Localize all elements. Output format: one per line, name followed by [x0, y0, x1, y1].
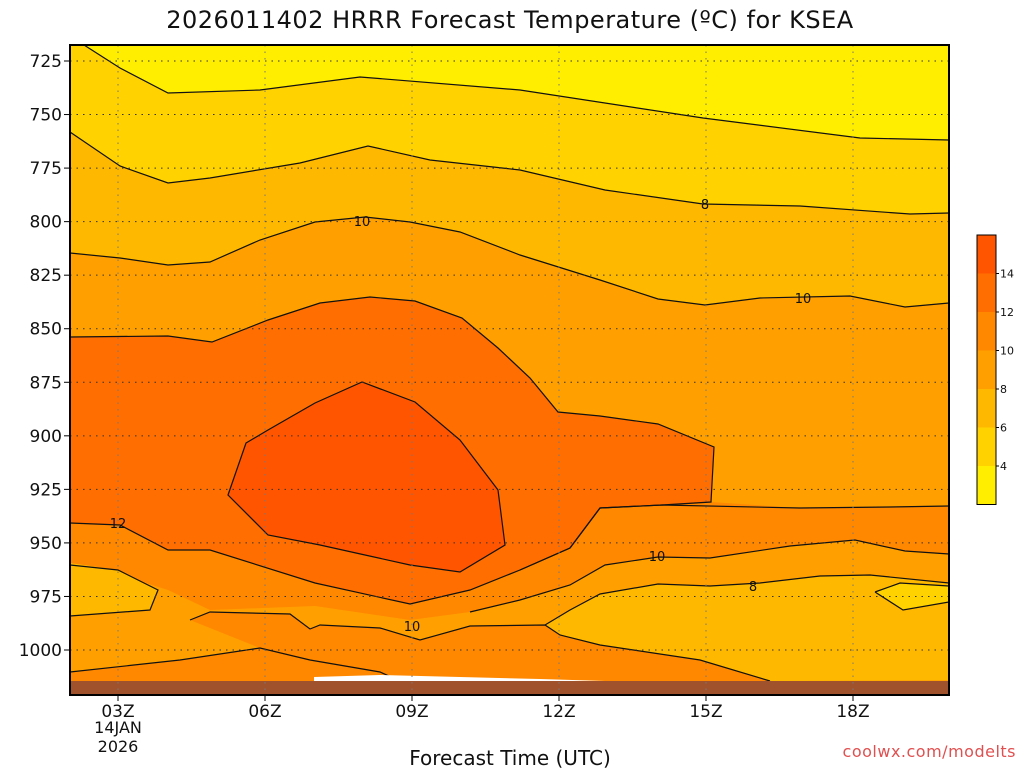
y-tick-label-950: 950: [30, 534, 62, 554]
colorbar-swatch-6-8: [977, 389, 996, 428]
contour-label-3: 12: [110, 517, 127, 532]
x-tick-label-03Z: 03Z: [101, 702, 134, 722]
colorbar: 14 12 10 8 6 4: [976, 234, 1014, 505]
y-tick-label-975: 975: [30, 587, 62, 607]
colorbar-label-10: 10: [1000, 345, 1014, 358]
contour-label-6: 10: [404, 620, 421, 635]
colorbar-label-12: 12: [1000, 306, 1014, 319]
x-tick-label-18Z: 18Z: [836, 702, 869, 722]
credit-text: coolwx.com/modelts: [843, 742, 1016, 761]
y-tick-label-1000: 1000: [19, 641, 62, 661]
y-tick-label-825: 825: [30, 266, 62, 286]
y-tick-label-850: 850: [30, 320, 62, 340]
colorbar-swatch-2-4: [977, 466, 996, 505]
band-14-16: [228, 382, 505, 572]
contour-fill-layer: [70, 45, 949, 695]
y-tick-label-900: 900: [30, 427, 62, 447]
plot-frame: [69, 44, 950, 696]
x-tick-label-09Z: 09Z: [395, 702, 428, 722]
band-low-6: [70, 563, 949, 681]
y-tick-label-800: 800: [30, 213, 62, 233]
contour-labels: 10 8 10 12 10 8 10: [110, 198, 812, 635]
colorbar-swatch-8-10: [977, 350, 996, 389]
chart-title: 2026011402 HRRR Forecast Temperature (ºC…: [166, 6, 854, 34]
ground-surface: [70, 681, 949, 695]
colorbar-frame: [976, 234, 997, 505]
ground-surface-top: [314, 675, 605, 681]
y-tick-label-875: 875: [30, 373, 62, 393]
colorbar-label-6: 6: [1000, 422, 1007, 435]
x-tick-label-06Z: 06Z: [248, 702, 281, 722]
y-tick-label-725: 725: [30, 52, 62, 72]
contour-label-2: 10: [795, 292, 812, 307]
x-tick-label-12Z: 12Z: [542, 702, 575, 722]
colorbar-swatch-12-14: [977, 273, 996, 312]
x-tick-label-15Z: 15Z: [689, 702, 722, 722]
gridlines: [70, 45, 949, 695]
y-tick-label-775: 775: [30, 159, 62, 179]
colorbar-swatch-4-6: [977, 427, 996, 466]
contour-lines: [70, 45, 949, 682]
y-tick-label-925: 925: [30, 480, 62, 500]
y-tick-label-750: 750: [30, 106, 62, 126]
y-axis: 725 750 775 800 825 850 875 900 925 950 975 1000: [19, 52, 70, 661]
x-date-month: 14JAN: [94, 718, 142, 737]
x-axis-label: Forecast Time (UTC): [409, 746, 611, 768]
colorbar-swatch-14-16: [977, 235, 996, 274]
x-axis: 03Z 06Z 09Z 12Z 15Z 18Z: [101, 695, 870, 722]
contour-label-0: 10: [354, 215, 371, 230]
contour-label-1: 8: [701, 198, 709, 213]
colorbar-label-14: 14: [1000, 268, 1014, 281]
colorbar-label-4: 4: [1000, 460, 1007, 473]
band-low-warm-tail: [70, 612, 770, 681]
colorbar-label-8: 8: [1000, 383, 1007, 396]
contour-label-4: 10: [649, 550, 666, 565]
contour-label-5: 8: [749, 580, 757, 595]
colorbar-swatch-10-12: [977, 312, 996, 351]
x-date-year: 2026: [98, 737, 139, 756]
